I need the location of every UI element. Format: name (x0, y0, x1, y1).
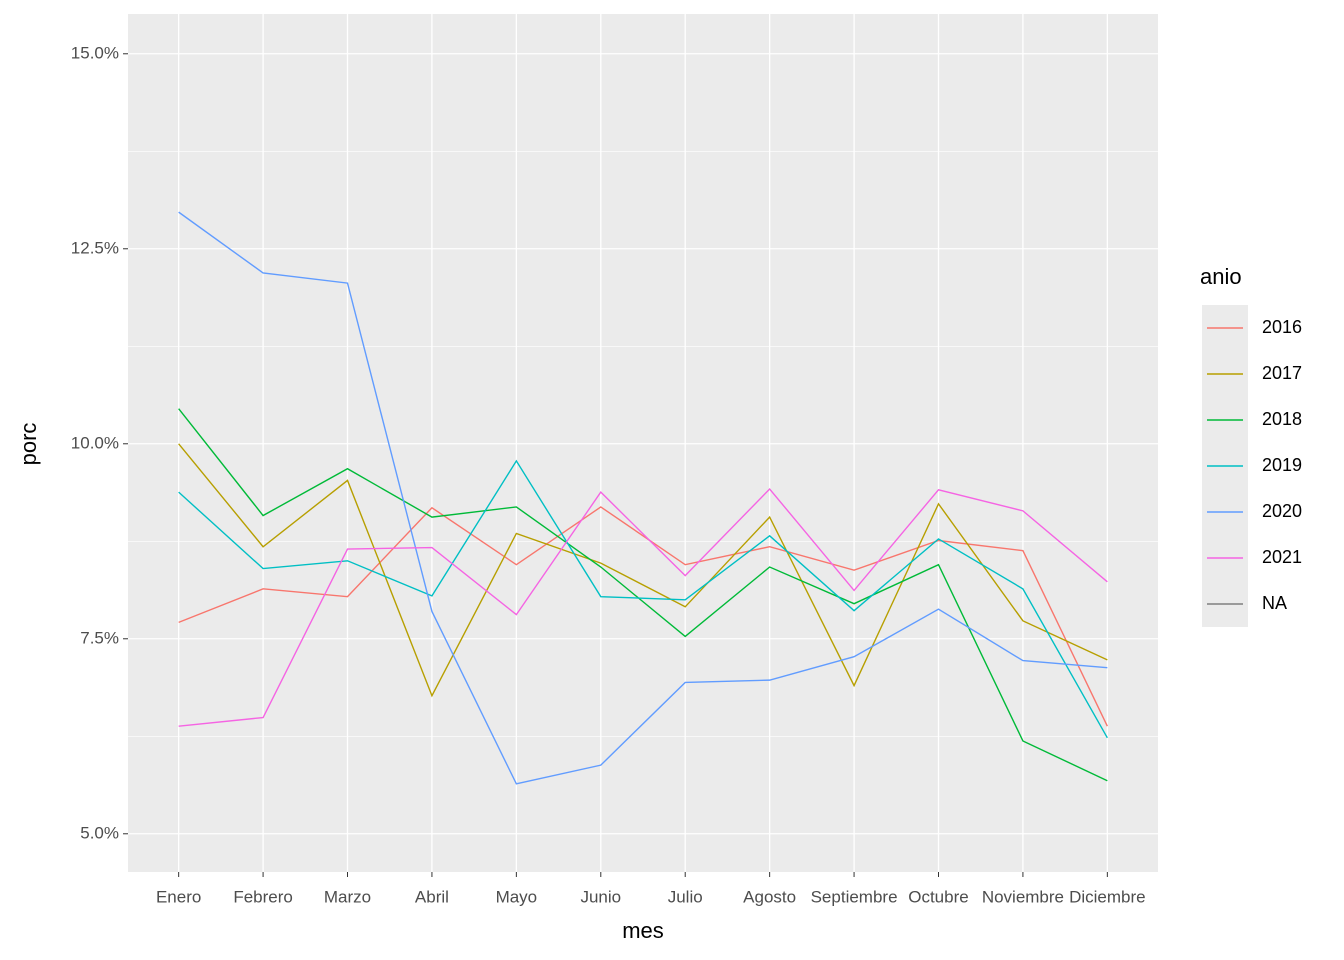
x-tick-label: Agosto (743, 887, 796, 906)
x-axis-title: mes (622, 918, 664, 943)
x-tick-label: Marzo (324, 887, 371, 906)
x-tick-label: Enero (156, 887, 201, 906)
series-line (178, 506, 1108, 727)
y-tick-label: 10.0% (71, 433, 119, 452)
panel (128, 14, 1158, 872)
legend-label: 2016 (1262, 317, 1302, 337)
series-line (178, 459, 1108, 739)
x-tick-label: Febrero (233, 887, 293, 906)
x-tick-label: Noviembre (982, 887, 1064, 906)
legend-label: 2020 (1262, 501, 1302, 521)
legend-label: 2017 (1262, 363, 1302, 383)
x-tick-label: Octubre (908, 887, 968, 906)
x-tick-label: Septiembre (811, 887, 898, 906)
y-tick-label: 7.5% (80, 628, 119, 647)
x-tick-label: Mayo (496, 887, 538, 906)
legend-label: 2019 (1262, 455, 1302, 475)
legend-title: anio (1200, 264, 1242, 289)
x-tick-label: Junio (580, 887, 621, 906)
x-tick-label: Abril (415, 887, 449, 906)
series-line (178, 408, 1108, 782)
y-axis-title: porc (16, 423, 41, 466)
y-tick-label: 15.0% (71, 43, 119, 62)
y-tick-label: 5.0% (80, 823, 119, 842)
legend-label: NA (1262, 593, 1287, 613)
y-tick-label: 12.5% (71, 238, 119, 257)
series-line (178, 443, 1108, 698)
legend-label: 2021 (1262, 547, 1302, 567)
series-line (178, 211, 1108, 785)
x-tick-label: Julio (668, 887, 703, 906)
x-tick-label: Diciembre (1069, 887, 1146, 906)
legend-label: 2018 (1262, 409, 1302, 429)
series-line (178, 487, 1108, 727)
